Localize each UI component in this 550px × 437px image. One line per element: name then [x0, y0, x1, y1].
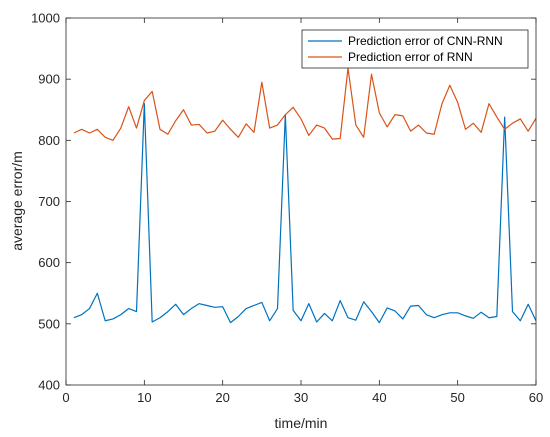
y-tick-label: 500 [38, 316, 60, 331]
legend-label-cnn-rnn: Prediction error of CNN-RNN [348, 34, 503, 48]
y-tick-label: 800 [38, 133, 60, 148]
series-line-1 [73, 67, 537, 141]
y-tick-label: 1000 [31, 11, 60, 26]
x-axis-title: time/min [275, 415, 328, 431]
x-tick-label: 60 [529, 390, 543, 405]
legend-label-rnn: Prediction error of RNN [348, 50, 473, 64]
ticks-layer: 0 10 20 30 40 50 60 400 500 600 700 800 900 1000 [31, 11, 543, 406]
legend-box [301, 29, 529, 69]
y-tick-label: 600 [38, 255, 60, 270]
x-tick-label: 30 [294, 390, 308, 405]
legend: Prediction error of CNN-RNN Prediction e… [301, 29, 529, 69]
y-axis-title: average error/m [9, 151, 25, 251]
series-layer [73, 67, 537, 324]
x-tick-label: 50 [450, 390, 464, 405]
series-line-0 [73, 103, 537, 324]
x-tick-label: 10 [137, 390, 151, 405]
y-tick-label: 900 [38, 72, 60, 87]
y-tick-label: 400 [38, 378, 60, 393]
x-tick-label: 20 [215, 390, 229, 405]
y-tick-label: 700 [38, 194, 60, 209]
x-tick-label: 40 [372, 390, 386, 405]
x-tick-label: 0 [62, 390, 69, 405]
plot-background [66, 18, 536, 385]
